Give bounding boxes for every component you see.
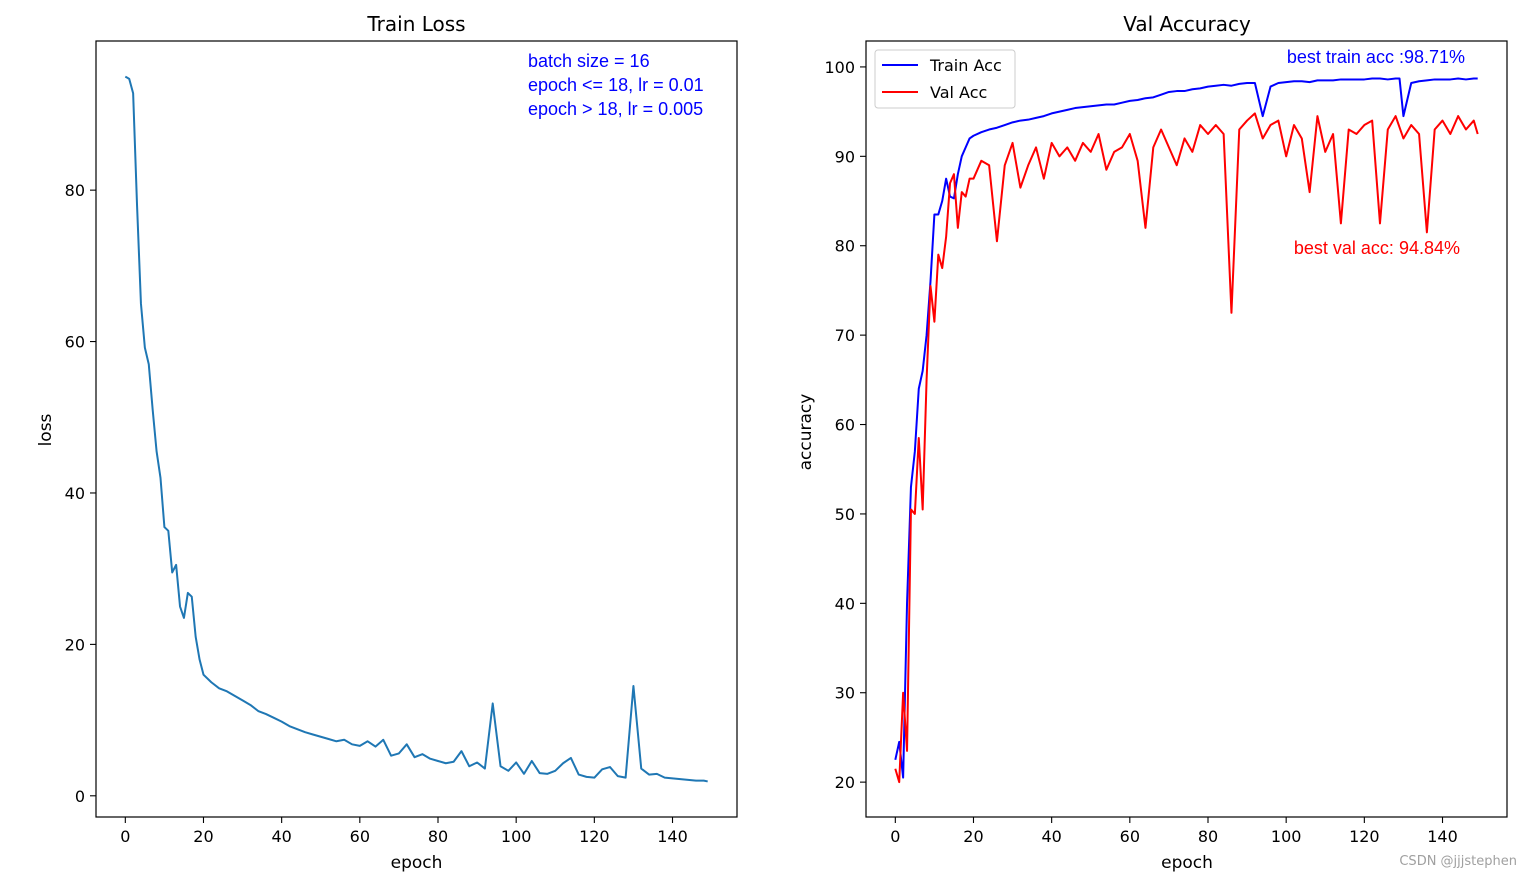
legend-val-acc-label: Val Acc: [930, 83, 987, 102]
loss-x-tick-label: 20: [193, 827, 213, 846]
acc-y-tick-label: 20: [835, 773, 855, 792]
val-accuracy-chart: Val Accuracy 0 20 40 60 80 100 120 140 20 30 40 50…: [796, 12, 1508, 873]
acc-y-axis-ticks: 20 30 40 50 60 70 80 90 100: [824, 58, 866, 792]
legend-train-acc-label: Train Acc: [929, 56, 1002, 75]
loss-x-axis-ticks: 0 20 40 60 80 100 120 140: [120, 817, 688, 846]
loss-y-tick-label: 60: [65, 333, 85, 352]
best-train-acc-annotation: best train acc :98.71%: [1287, 47, 1465, 67]
loss-plot-frame: [95, 40, 738, 818]
loss-y-tick-label: 80: [65, 181, 85, 200]
watermark-text: CSDN @jjjstephen: [1399, 854, 1517, 869]
loss-y-tick-label: 20: [65, 635, 85, 654]
loss-y-axis-label: loss: [36, 413, 56, 446]
acc-y-tick-label: 40: [835, 594, 855, 613]
acc-y-tick-label: 90: [835, 147, 855, 166]
loss-x-tick-label: 120: [579, 827, 610, 846]
lr-phase1-annotation: epoch <= 18, lr = 0.01: [528, 75, 704, 95]
loss-y-tick-label: 0: [75, 787, 85, 806]
acc-legend: Train Acc Val Acc: [874, 49, 1016, 109]
acc-y-tick-label: 100: [824, 58, 855, 77]
acc-x-tick-label: 0: [890, 827, 900, 846]
loss-x-axis-label: epoch: [391, 853, 443, 873]
acc-y-tick-label: 60: [835, 416, 855, 435]
acc-chart-title: Val Accuracy: [1123, 12, 1251, 36]
acc-x-tick-label: 100: [1271, 827, 1302, 846]
loss-x-tick-label: 40: [271, 827, 291, 846]
acc-x-tick-label: 40: [1041, 827, 1061, 846]
loss-x-tick-label: 60: [350, 827, 370, 846]
acc-x-tick-label: 140: [1427, 827, 1458, 846]
acc-x-axis-ticks: 0 20 40 60 80 100 120 140: [890, 817, 1458, 846]
batch-size-annotation: batch size = 16: [528, 51, 650, 71]
acc-x-tick-label: 120: [1349, 827, 1380, 846]
loss-series-line: [124, 75, 708, 783]
loss-x-tick-label: 140: [657, 827, 688, 846]
train-loss-chart: Train Loss 0 20 40 60 80 100 120 140 020406080 …: [36, 12, 738, 873]
acc-plot-frame: [865, 40, 1508, 818]
acc-x-axis-label: epoch: [1161, 853, 1213, 873]
loss-x-tick-label: 100: [501, 827, 532, 846]
lr-phase2-annotation: epoch > 18, lr = 0.005: [528, 99, 703, 119]
loss-x-tick-label: 0: [120, 827, 130, 846]
val-acc-series-line: [894, 112, 1479, 784]
acc-x-tick-label: 80: [1198, 827, 1218, 846]
loss-chart-title: Train Loss: [366, 12, 465, 36]
best-val-acc-annotation: best val acc: 94.84%: [1294, 238, 1460, 258]
loss-y-axis-ticks: 0 20 40 60 80: [65, 181, 96, 806]
loss-x-tick-label: 80: [428, 827, 448, 846]
acc-x-tick-label: 20: [963, 827, 983, 846]
train-acc-series-line: [894, 77, 1478, 779]
acc-y-tick-label: 50: [835, 505, 855, 524]
acc-y-tick-label: 80: [835, 237, 855, 256]
loss-y-tick-label: 40: [65, 484, 85, 503]
acc-x-tick-label: 60: [1120, 827, 1140, 846]
acc-y-tick-label: 30: [835, 684, 855, 703]
acc-y-axis-label: accuracy: [796, 394, 816, 471]
acc-y-tick-label: 70: [835, 326, 855, 345]
